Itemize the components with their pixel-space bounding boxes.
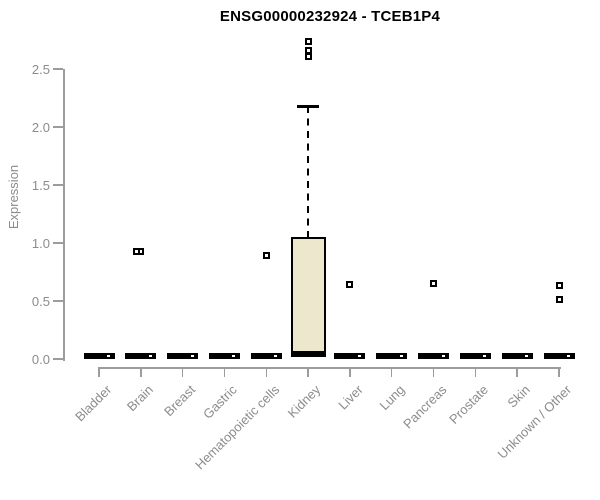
y-tick-label: 0.5 (31, 293, 50, 309)
flat-box-breast (167, 353, 199, 359)
flat-box-hematopoietic-cells (250, 353, 282, 359)
x-tick-label-kidney: Kidney (285, 382, 324, 421)
x-tick-label-lung: Lung (376, 382, 408, 414)
x-tick (181, 367, 184, 377)
flat-box-notch-hematopoietic-cells (274, 354, 278, 358)
x-tick-label-pancreas: Pancreas (399, 382, 450, 432)
x-tick (223, 367, 226, 377)
x-tick-label-brain: Brain (124, 382, 157, 415)
x-tick-label-liver: Liver (334, 382, 366, 413)
flat-box-notch-skin (525, 354, 529, 358)
x-tick-label-breast: Breast (161, 382, 199, 420)
flat-box-lung (376, 353, 408, 359)
flat-box-notch-pancreas (441, 354, 445, 358)
y-tick-label: 2.5 (31, 61, 50, 77)
y-tick (53, 126, 63, 128)
y-axis-title: Expression (6, 164, 21, 230)
outlier-marker-unknown-other (555, 296, 563, 304)
y-tick-label: 1.5 (31, 177, 50, 193)
x-tick (307, 367, 309, 377)
flat-box-prostate (459, 353, 491, 359)
flat-box-skin (501, 353, 533, 359)
flat-box-notch-breast (190, 354, 194, 358)
outlier-marker-pancreas (430, 280, 438, 288)
x-tick-label-prostate: Prostate (446, 382, 491, 427)
y-tick (53, 358, 63, 360)
x-tick-label-unknown-other: Unknown / Other (495, 382, 575, 462)
flat-box-notch-lung (399, 354, 403, 358)
flat-box-pancreas (418, 353, 450, 359)
x-tick-label-bladder: Bladder (72, 382, 115, 425)
y-axis-line (63, 69, 65, 361)
x-tick (432, 367, 435, 377)
x-tick (516, 367, 518, 377)
flat-box-notch-bladder (107, 354, 110, 358)
box-kidney (290, 237, 326, 357)
y-tick (53, 184, 63, 186)
outlier-marker-brain (133, 247, 141, 255)
x-tick (349, 367, 351, 377)
y-tick-label: 2.0 (31, 119, 50, 135)
flat-box-notch-unknown-other (567, 354, 571, 358)
x-tick-label-skin: Skin (504, 382, 533, 411)
outlier-marker-liver (346, 281, 354, 289)
chart-title: ENSG00000232924 - TCEB1P4 (219, 8, 441, 25)
x-tick (140, 367, 142, 377)
y-tick-label: 0.0 (31, 351, 50, 367)
outlier-marker-kidney (304, 37, 312, 45)
x-tick (558, 367, 560, 377)
flat-box-notch-liver (357, 354, 361, 358)
y-tick (53, 242, 63, 244)
x-tick (265, 367, 268, 377)
flat-box-bladder (83, 353, 115, 359)
flat-box-brain (125, 353, 157, 359)
x-tick (474, 367, 477, 377)
x-axis-line (99, 367, 561, 369)
flat-box-unknown-other (543, 353, 575, 359)
x-tick (98, 367, 100, 377)
outlier-marker-hematopoietic-cells (262, 252, 270, 260)
flat-box-notch-brain (148, 354, 152, 358)
x-tick (390, 367, 393, 377)
upper-whisker-kidney (306, 106, 310, 238)
flat-box-notch-gastric (232, 354, 236, 358)
y-tick-label: 1.0 (31, 235, 50, 251)
outlier-marker-kidney (304, 52, 312, 60)
flat-box-gastric (208, 353, 240, 359)
y-tick (53, 68, 63, 70)
x-tick-label-gastric: Gastric (200, 382, 241, 422)
flat-box-liver (334, 353, 366, 359)
median-line-kidney (290, 350, 326, 357)
y-tick (53, 300, 63, 302)
outlier-marker-unknown-other (555, 282, 563, 290)
flat-box-notch-prostate (483, 354, 487, 358)
upper-whisker-cap-kidney (297, 104, 320, 108)
